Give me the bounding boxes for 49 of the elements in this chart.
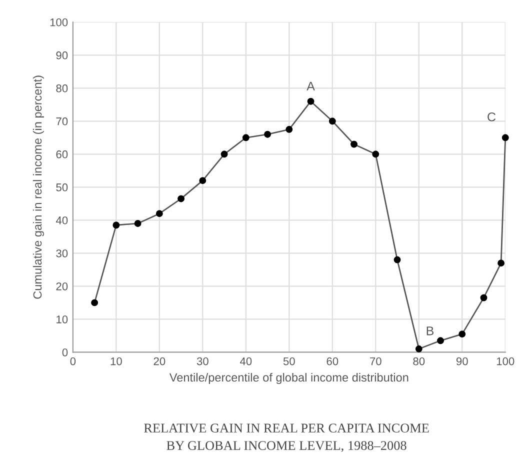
y-tick-label: 20 xyxy=(56,282,68,290)
point xyxy=(502,134,509,142)
x-tick-label: 50 xyxy=(283,357,295,366)
point xyxy=(372,150,380,158)
x-tick-label: 30 xyxy=(196,357,208,366)
point xyxy=(242,134,250,142)
point xyxy=(156,210,163,218)
y-tick-label: 30 xyxy=(56,249,68,258)
y-tick-label: 50 xyxy=(56,183,68,192)
point xyxy=(134,220,142,227)
point xyxy=(112,222,120,229)
y-tick-label: 100 xyxy=(50,18,68,26)
point xyxy=(264,130,272,138)
annotation: A xyxy=(306,82,315,90)
point xyxy=(199,177,206,184)
x-tick-label: 20 xyxy=(154,357,166,366)
x-tick-label: 80 xyxy=(413,357,425,366)
point xyxy=(220,150,228,158)
point xyxy=(437,337,444,344)
annotation: C xyxy=(488,112,496,122)
point xyxy=(350,140,358,148)
x-tick-label: 100 xyxy=(496,357,514,366)
point xyxy=(498,260,505,267)
annotation: B xyxy=(426,326,434,336)
point xyxy=(458,330,466,338)
y-tick-label: 10 xyxy=(56,315,68,324)
x-tick-label: 60 xyxy=(326,357,338,366)
point xyxy=(178,195,185,202)
x-tick-label: 40 xyxy=(240,357,252,366)
y-axis-title: Cumulative gain in real income (in percent) xyxy=(32,76,44,299)
x-tick-label: 70 xyxy=(370,357,382,366)
y-tick-label: 40 xyxy=(56,216,68,224)
point xyxy=(307,98,314,105)
point xyxy=(480,294,488,302)
point xyxy=(328,118,336,125)
y-tick-label: 90 xyxy=(56,51,68,60)
x-axis-title: Ventile/percentile of global income distribution xyxy=(169,372,408,384)
y-tick-label: 80 xyxy=(56,84,68,92)
point xyxy=(286,126,293,133)
y-tick-label: 60 xyxy=(56,150,68,158)
point xyxy=(91,299,98,306)
point xyxy=(415,345,422,352)
text: RELATIVE GAIN IN REAL PER CAPITA INCOME BY GLOBAL INCOME LEVEL, 1988–2008 xyxy=(144,424,429,452)
x-tick-label: 90 xyxy=(456,357,468,366)
x-tick-label: 10 xyxy=(110,357,122,366)
y-tick-label: 70 xyxy=(56,117,68,126)
y-tick-label: 0 xyxy=(62,348,68,356)
point xyxy=(394,256,401,264)
x-tick-label: 0 xyxy=(70,357,76,366)
